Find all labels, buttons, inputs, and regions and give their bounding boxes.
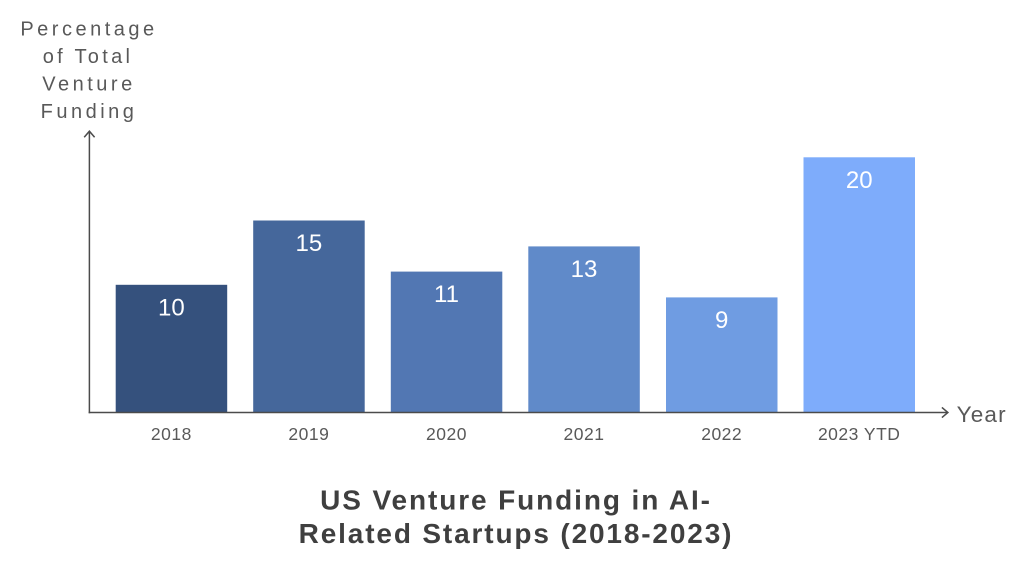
- svg-text:20: 20: [846, 167, 873, 194]
- svg-text:10: 10: [158, 294, 185, 321]
- svg-text:11: 11: [434, 281, 459, 308]
- svg-text:2018: 2018: [151, 424, 192, 444]
- svg-text:9: 9: [715, 307, 728, 334]
- svg-text:Funding: Funding: [41, 101, 138, 123]
- svg-text:Related Startups (2018-2023): Related Startups (2018-2023): [299, 518, 734, 549]
- svg-text:2021: 2021: [564, 424, 605, 444]
- svg-text:US Venture Funding in AI-: US Venture Funding in AI-: [320, 485, 712, 516]
- svg-text:Venture: Venture: [42, 74, 135, 96]
- svg-text:15: 15: [296, 230, 323, 257]
- svg-text:2022: 2022: [701, 424, 742, 444]
- svg-text:of Total: of Total: [43, 46, 134, 68]
- svg-text:2020: 2020: [426, 424, 467, 444]
- svg-text:2019: 2019: [288, 424, 329, 444]
- svg-text:2023 YTD: 2023 YTD: [818, 424, 900, 444]
- svg-text:13: 13: [571, 256, 598, 283]
- svg-text:Percentage: Percentage: [20, 19, 157, 41]
- svg-text:Year: Year: [957, 402, 1007, 427]
